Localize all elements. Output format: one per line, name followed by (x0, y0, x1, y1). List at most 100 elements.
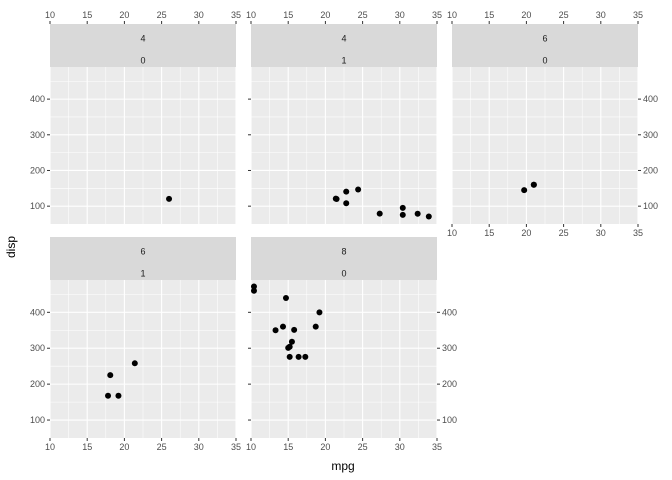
data-point (279, 323, 286, 330)
y-tick-label: 100 (30, 201, 45, 211)
facet-strip-label: 1 (140, 269, 145, 279)
x-tick-label: 15 (484, 228, 494, 238)
y-axis-title: disp (4, 236, 18, 258)
facet-strip-label: 6 (542, 34, 547, 44)
y-tick-label: 200 (30, 165, 45, 175)
x-tick-label: 25 (157, 442, 167, 452)
data-point (131, 360, 138, 367)
data-point (343, 200, 350, 207)
facet-strip (251, 237, 437, 280)
y-tick-label: 100 (643, 201, 658, 211)
facet-strip (452, 24, 638, 67)
facet-strip-label: 0 (341, 269, 346, 279)
data-point (399, 204, 406, 211)
facet-panel-1: 4 0 10 15 20 25 30 35 100 200 300 400 (30, 10, 241, 224)
facet-panel-3: 6 0 10 10 15 15 20 20 25 25 30 30 35 35 100 200 300 400 (447, 10, 658, 238)
facet-strip-label: 0 (140, 56, 145, 66)
x-tick-label: 20 (119, 442, 129, 452)
x-axis-title: mpg (331, 459, 354, 473)
y-tick-label: 300 (30, 130, 45, 140)
facet-strip (251, 24, 437, 67)
data-point (166, 195, 173, 202)
data-point (282, 294, 289, 301)
y-tick-label: 300 (30, 343, 45, 353)
x-tick-label: 30 (395, 10, 405, 20)
facet-strip-label: 4 (341, 34, 346, 44)
x-tick-label: 30 (194, 10, 204, 20)
data-point (521, 187, 528, 194)
data-point (105, 392, 112, 399)
facet-strip-label: 1 (341, 56, 346, 66)
facet-strip-label: 8 (341, 247, 346, 257)
data-point (286, 353, 293, 360)
x-tick-label: 30 (194, 442, 204, 452)
y-tick-label: 200 (643, 165, 658, 175)
x-tick-label: 10 (45, 442, 55, 452)
x-tick-label: 35 (633, 228, 643, 238)
x-tick-label: 10 (45, 10, 55, 20)
facet-panel-4: 6 1 10 15 20 25 30 35 100 200 300 400 (30, 237, 241, 452)
x-tick-label: 15 (82, 442, 92, 452)
data-point (312, 323, 319, 330)
y-tick-label: 400 (643, 94, 658, 104)
data-point (355, 186, 362, 193)
data-point (302, 353, 309, 360)
x-tick-label: 25 (157, 10, 167, 20)
data-point (425, 213, 432, 220)
facet-strip (50, 237, 236, 280)
facet-panel-5: 8 0 10 15 20 25 30 35 100 200 300 400 (246, 237, 457, 452)
x-tick-label: 15 (283, 10, 293, 20)
y-tick-label: 100 (442, 415, 457, 425)
x-tick-label: 10 (246, 442, 256, 452)
x-tick-label: 10 (447, 10, 457, 20)
x-tick-label: 15 (82, 10, 92, 20)
y-tick-label: 300 (643, 130, 658, 140)
x-tick-label: 20 (521, 228, 531, 238)
x-tick-label: 20 (521, 10, 531, 20)
x-tick-label: 20 (320, 10, 330, 20)
data-point (107, 372, 114, 379)
y-tick-label: 100 (30, 415, 45, 425)
data-point (376, 210, 383, 217)
x-tick-label: 25 (358, 10, 368, 20)
y-tick-label: 300 (442, 343, 457, 353)
x-tick-label: 25 (358, 442, 368, 452)
data-point (414, 210, 421, 217)
data-point (399, 211, 406, 218)
data-point (272, 327, 279, 334)
x-tick-label: 20 (320, 442, 330, 452)
facet-strip-label: 4 (140, 34, 145, 44)
x-tick-label: 15 (484, 10, 494, 20)
x-tick-label: 20 (119, 10, 129, 20)
data-point (250, 287, 257, 294)
facet-strip-label: 0 (542, 56, 547, 66)
data-point (332, 195, 339, 202)
y-tick-label: 400 (442, 307, 457, 317)
x-tick-label: 35 (432, 10, 442, 20)
y-tick-label: 400 (30, 307, 45, 317)
x-tick-label: 10 (246, 10, 256, 20)
x-tick-label: 30 (395, 442, 405, 452)
x-tick-label: 30 (596, 228, 606, 238)
x-tick-label: 10 (447, 228, 457, 238)
data-point (250, 283, 257, 290)
data-point (316, 309, 323, 316)
data-point (295, 353, 302, 360)
x-tick-label: 25 (559, 228, 569, 238)
y-tick-label: 200 (442, 379, 457, 389)
y-tick-label: 400 (30, 94, 45, 104)
data-point (285, 344, 292, 351)
x-tick-label: 35 (231, 442, 241, 452)
data-point (288, 338, 295, 345)
facet-strip (50, 24, 236, 67)
data-point (343, 188, 350, 195)
data-point (291, 326, 298, 333)
x-tick-label: 25 (559, 10, 569, 20)
facet-panel-2: 4 1 10 15 20 25 30 35 (246, 10, 442, 224)
facet-strip-label: 6 (140, 247, 145, 257)
x-tick-label: 30 (596, 10, 606, 20)
y-tick-label: 200 (30, 379, 45, 389)
x-tick-label: 35 (432, 442, 442, 452)
x-tick-label: 35 (231, 10, 241, 20)
